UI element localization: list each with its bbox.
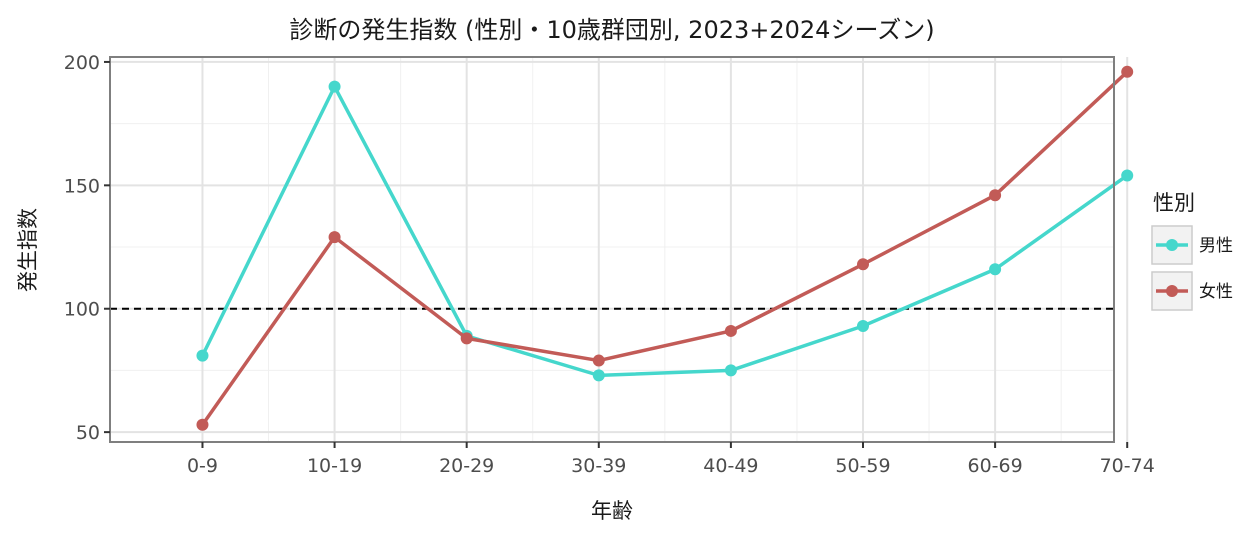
legend-label: 男性 [1199, 236, 1233, 256]
data-point [196, 349, 209, 362]
x-tick-label: 20-29 [439, 455, 494, 477]
x-axis-label: 年齢 [591, 499, 633, 523]
x-tick-label: 30-39 [571, 455, 626, 477]
y-axis: 50 100 150 200 [64, 52, 110, 444]
data-point [989, 263, 1002, 276]
data-point [328, 231, 341, 244]
data-point [857, 258, 869, 271]
y-tick-label: 200 [64, 52, 100, 74]
data-point [989, 189, 1002, 202]
y-tick-label: 150 [64, 175, 100, 197]
series-line [201, 70, 1129, 426]
x-tick-label: 70-74 [1100, 455, 1155, 477]
series-layer [196, 65, 1134, 431]
x-tick-label: 60-69 [967, 455, 1022, 477]
x-tick-label: 0-9 [187, 455, 218, 477]
data-point [1121, 65, 1134, 78]
data-point [328, 80, 341, 93]
data-point [1121, 169, 1134, 182]
data-point [724, 364, 737, 377]
data-point [460, 332, 473, 345]
x-tick-label: 40-49 [703, 455, 758, 477]
legend-title: 性別 [1153, 191, 1195, 215]
y-tick-label: 50 [76, 422, 100, 444]
legend-key-point [1166, 285, 1178, 297]
data-point [592, 369, 605, 382]
x-axis: 0-9 10-19 20-29 30-39 40-49 50-59 60-69 70-74 [187, 442, 1155, 477]
data-point [592, 354, 605, 367]
series-line [200, 84, 1129, 378]
plot-background [110, 57, 1114, 442]
chart-title: 診断の発生指数 (性別・10歳群団別, 2023+2024シーズン) [289, 16, 934, 44]
minor-gridlines [110, 57, 1114, 442]
data-point [857, 320, 869, 333]
legend-label: 女性 [1199, 282, 1233, 302]
plot-border [109, 56, 1115, 443]
y-tick-label: 100 [64, 299, 100, 321]
series-2 [196, 65, 1134, 431]
x-tick-label: 50-59 [835, 455, 890, 477]
legend-key-point [1166, 239, 1178, 251]
series-1 [196, 80, 1134, 382]
x-tick-label: 10-19 [307, 455, 362, 477]
data-point [196, 418, 209, 431]
data-point [724, 324, 737, 337]
y-axis-label: 発生指数 [16, 208, 40, 292]
